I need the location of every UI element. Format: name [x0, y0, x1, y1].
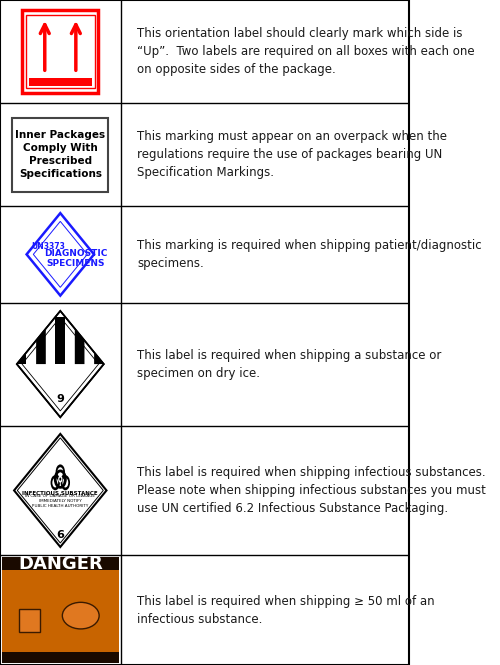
Polygon shape	[26, 213, 94, 296]
Circle shape	[60, 475, 70, 490]
Text: This label is required when shipping infectious substances.
Please note when shi: This label is required when shipping inf…	[137, 466, 486, 515]
Text: This marking is required when shipping patient/diagnostic
specimens.: This marking is required when shipping p…	[137, 239, 482, 270]
Bar	[2, 557, 119, 571]
Polygon shape	[36, 329, 46, 364]
Circle shape	[60, 477, 62, 481]
Bar	[28, 78, 92, 86]
Polygon shape	[94, 352, 104, 364]
Text: DANGER: DANGER	[18, 555, 102, 573]
Circle shape	[58, 475, 62, 483]
Circle shape	[52, 478, 58, 487]
Polygon shape	[17, 352, 26, 364]
Circle shape	[62, 478, 68, 487]
Bar	[2, 557, 119, 663]
Text: This orientation label should clearly mark which side is
“Up”.  Two labels are r: This orientation label should clearly ma…	[137, 27, 474, 76]
Circle shape	[56, 464, 65, 479]
Circle shape	[58, 467, 63, 477]
Bar	[12, 118, 108, 192]
Bar	[20, 609, 40, 632]
Text: IN CASE OF DAMAGE OR LEAKAGE
IMMEDIATELY NOTIFY
PUBLIC HEALTH AUTHORITY: IN CASE OF DAMAGE OR LEAKAGE IMMEDIATELY…	[26, 493, 96, 507]
Circle shape	[50, 475, 60, 490]
Polygon shape	[75, 329, 85, 364]
Bar	[22, 10, 98, 93]
Text: DIAGNOSTIC
SPECIMENS: DIAGNOSTIC SPECIMENS	[44, 249, 107, 268]
Ellipse shape	[62, 602, 99, 629]
Text: UN3373: UN3373	[32, 243, 66, 251]
Text: Inner Packages
Comply With
Prescribed
Specifications: Inner Packages Comply With Prescribed Sp…	[15, 130, 106, 179]
Text: 9: 9	[56, 394, 64, 404]
Text: INFECTIOUS SUBSTANCE: INFECTIOUS SUBSTANCE	[22, 491, 98, 496]
Bar	[26, 15, 95, 88]
Text: This marking must appear on an overpack when the
regulations require the use of : This marking must appear on an overpack …	[137, 130, 447, 179]
Polygon shape	[17, 311, 104, 418]
Bar	[2, 652, 119, 663]
Polygon shape	[14, 434, 106, 547]
Text: 6: 6	[56, 529, 64, 539]
Polygon shape	[56, 317, 65, 364]
Text: This label is required when shipping ≥ 50 ml of an
infectious substance.: This label is required when shipping ≥ 5…	[137, 595, 434, 626]
Text: This label is required when shipping a substance or
specimen on dry ice.: This label is required when shipping a s…	[137, 348, 442, 380]
